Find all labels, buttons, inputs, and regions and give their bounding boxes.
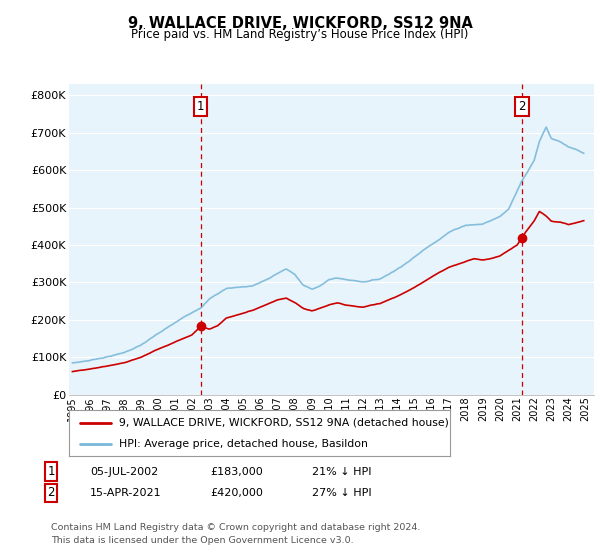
Text: 05-JUL-2002: 05-JUL-2002 <box>90 466 158 477</box>
Text: Price paid vs. HM Land Registry’s House Price Index (HPI): Price paid vs. HM Land Registry’s House … <box>131 28 469 41</box>
Text: 1: 1 <box>197 100 205 113</box>
Text: 9, WALLACE DRIVE, WICKFORD, SS12 9NA (detached house): 9, WALLACE DRIVE, WICKFORD, SS12 9NA (de… <box>119 418 448 428</box>
Text: 2: 2 <box>47 486 55 500</box>
Text: 21% ↓ HPI: 21% ↓ HPI <box>312 466 371 477</box>
Text: £183,000: £183,000 <box>210 466 263 477</box>
Text: 1: 1 <box>47 465 55 478</box>
Text: 9, WALLACE DRIVE, WICKFORD, SS12 9NA: 9, WALLACE DRIVE, WICKFORD, SS12 9NA <box>128 16 472 31</box>
Text: Contains HM Land Registry data © Crown copyright and database right 2024.: Contains HM Land Registry data © Crown c… <box>51 523 421 532</box>
Text: 15-APR-2021: 15-APR-2021 <box>90 488 161 498</box>
Text: HPI: Average price, detached house, Basildon: HPI: Average price, detached house, Basi… <box>119 439 367 449</box>
Text: 2: 2 <box>518 100 526 113</box>
Text: This data is licensed under the Open Government Licence v3.0.: This data is licensed under the Open Gov… <box>51 536 353 545</box>
Text: 27% ↓ HPI: 27% ↓ HPI <box>312 488 371 498</box>
Text: £420,000: £420,000 <box>210 488 263 498</box>
